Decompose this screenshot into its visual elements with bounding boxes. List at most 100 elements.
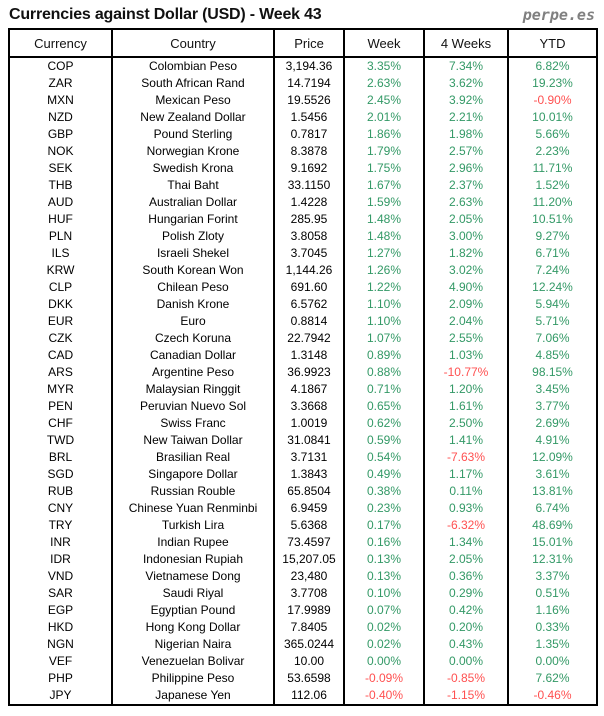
- table-row: NZD New Zealand Dollar 1.5456 2.01% 2.21% 10.…: [8, 109, 598, 126]
- table-row: INR Indian Rupee 73.4597 0.16% 1.34% 15.01%: [8, 534, 598, 551]
- ytd-change-cell: 12.24%: [507, 279, 598, 296]
- week-change-cell: 1.10%: [343, 313, 425, 330]
- week-change-cell: 0.71%: [343, 381, 425, 398]
- currency-code-cell: HKD: [8, 619, 113, 636]
- four-weeks-change-cell: 3.92%: [423, 92, 509, 109]
- country-name-cell: Vietnamese Dong: [111, 568, 275, 585]
- country-name-cell: Pound Sterling: [111, 126, 275, 143]
- ytd-change-cell: 7.06%: [507, 330, 598, 347]
- ytd-change-cell: 5.94%: [507, 296, 598, 313]
- table-body: COP Colombian Peso 3,194.36 3.35% 7.34% 6.82%…: [8, 57, 598, 705]
- week-change-cell: 0.02%: [343, 636, 425, 653]
- ytd-change-cell: 13.81%: [507, 483, 598, 500]
- four-weeks-change-cell: -1.15%: [423, 687, 509, 705]
- table-row: CAD Canadian Dollar 1.3148 0.89% 1.03% 4.85%: [8, 347, 598, 364]
- ytd-change-cell: 1.35%: [507, 636, 598, 653]
- currency-code-cell: AUD: [8, 194, 113, 211]
- price-cell: 6.9459: [273, 500, 345, 517]
- price-cell: 4.1867: [273, 381, 345, 398]
- four-weeks-change-cell: 2.05%: [423, 211, 509, 228]
- price-cell: 3.7131: [273, 449, 345, 466]
- ytd-change-cell: 1.16%: [507, 602, 598, 619]
- ytd-change-cell: 15.01%: [507, 534, 598, 551]
- table-row: KRW South Korean Won 1,144.26 1.26% 3.02% 7.2…: [8, 262, 598, 279]
- table-row: IDR Indonesian Rupiah 15,207.05 0.13% 2.05% 1…: [8, 551, 598, 568]
- four-weeks-change-cell: 0.20%: [423, 619, 509, 636]
- four-weeks-change-cell: 0.43%: [423, 636, 509, 653]
- ytd-change-cell: 12.09%: [507, 449, 598, 466]
- country-name-cell: Singapore Dollar: [111, 466, 275, 483]
- price-cell: 53.6598: [273, 670, 345, 687]
- currency-code-cell: KRW: [8, 262, 113, 279]
- ytd-change-cell: 1.52%: [507, 177, 598, 194]
- week-change-cell: 1.75%: [343, 160, 425, 177]
- price-cell: 10.00: [273, 653, 345, 670]
- country-name-cell: Polish Zloty: [111, 228, 275, 245]
- price-cell: 3.8058: [273, 228, 345, 245]
- four-weeks-change-cell: 3.02%: [423, 262, 509, 279]
- country-name-cell: South African Rand: [111, 75, 275, 92]
- four-weeks-change-cell: -10.77%: [423, 364, 509, 381]
- week-change-cell: 1.79%: [343, 143, 425, 160]
- ytd-change-cell: 4.91%: [507, 432, 598, 449]
- four-weeks-change-cell: 2.37%: [423, 177, 509, 194]
- currency-code-cell: SAR: [8, 585, 113, 602]
- table-row: VEF Venezuelan Bolivar 10.00 0.00% 0.00% 0.00…: [8, 653, 598, 670]
- site-logo: perpe.es: [522, 6, 595, 24]
- currency-code-cell: CLP: [8, 279, 113, 296]
- table-row: TWD New Taiwan Dollar 31.0841 0.59% 1.41% 4.9…: [8, 432, 598, 449]
- week-change-cell: 1.10%: [343, 296, 425, 313]
- country-name-cell: Indonesian Rupiah: [111, 551, 275, 568]
- price-cell: 3.3668: [273, 398, 345, 415]
- currency-code-cell: TRY: [8, 517, 113, 534]
- table-row: PLN Polish Zloty 3.8058 1.48% 3.00% 9.27%: [8, 228, 598, 245]
- table-row: CZK Czech Koruna 22.7942 1.07% 2.55% 7.06%: [8, 330, 598, 347]
- currency-code-cell: SEK: [8, 160, 113, 177]
- table-row: THB Thai Baht 33.1150 1.67% 2.37% 1.52%: [8, 177, 598, 194]
- week-change-cell: 0.07%: [343, 602, 425, 619]
- currency-code-cell: GBP: [8, 126, 113, 143]
- week-change-cell: 1.86%: [343, 126, 425, 143]
- country-name-cell: South Korean Won: [111, 262, 275, 279]
- four-weeks-change-cell: 2.57%: [423, 143, 509, 160]
- price-cell: 65.8504: [273, 483, 345, 500]
- week-change-cell: 1.59%: [343, 194, 425, 211]
- table-row: SGD Singapore Dollar 1.3843 0.49% 1.17% 3.61%: [8, 466, 598, 483]
- ytd-change-cell: -0.46%: [507, 687, 598, 705]
- country-name-cell: Euro: [111, 313, 275, 330]
- price-cell: 1.5456: [273, 109, 345, 126]
- ytd-change-cell: 10.51%: [507, 211, 598, 228]
- country-name-cell: Argentine Peso: [111, 364, 275, 381]
- table-row: EUR Euro 0.8814 1.10% 2.04% 5.71%: [8, 313, 598, 330]
- table-row: TRY Turkish Lira 5.6368 0.17% -6.32% 48.69%: [8, 517, 598, 534]
- col-header-price: Price: [273, 28, 345, 58]
- week-change-cell: 0.49%: [343, 466, 425, 483]
- price-cell: 19.5526: [273, 92, 345, 109]
- country-name-cell: New Taiwan Dollar: [111, 432, 275, 449]
- week-change-cell: 0.23%: [343, 500, 425, 517]
- four-weeks-change-cell: -7.63%: [423, 449, 509, 466]
- currency-code-cell: MXN: [8, 92, 113, 109]
- country-name-cell: Brasilian Real: [111, 449, 275, 466]
- currency-code-cell: TWD: [8, 432, 113, 449]
- ytd-change-cell: 2.23%: [507, 143, 598, 160]
- ytd-change-cell: 11.20%: [507, 194, 598, 211]
- country-name-cell: Canadian Dollar: [111, 347, 275, 364]
- col-header-country: Country: [111, 28, 275, 58]
- four-weeks-change-cell: -6.32%: [423, 517, 509, 534]
- week-change-cell: 0.59%: [343, 432, 425, 449]
- four-weeks-change-cell: -0.85%: [423, 670, 509, 687]
- currency-code-cell: INR: [8, 534, 113, 551]
- week-change-cell: 0.38%: [343, 483, 425, 500]
- country-name-cell: Peruvian Nuevo Sol: [111, 398, 275, 415]
- week-change-cell: 0.62%: [343, 415, 425, 432]
- table-row: SEK Swedish Krona 9.1692 1.75% 2.96% 11.71%: [8, 160, 598, 177]
- currency-code-cell: CZK: [8, 330, 113, 347]
- price-cell: 3.7045: [273, 245, 345, 262]
- ytd-change-cell: 9.27%: [507, 228, 598, 245]
- ytd-change-cell: 4.85%: [507, 347, 598, 364]
- four-weeks-change-cell: 3.00%: [423, 228, 509, 245]
- table-row: EGP Egyptian Pound 17.9989 0.07% 0.42% 1.16%: [8, 602, 598, 619]
- week-change-cell: 2.01%: [343, 109, 425, 126]
- four-weeks-change-cell: 1.17%: [423, 466, 509, 483]
